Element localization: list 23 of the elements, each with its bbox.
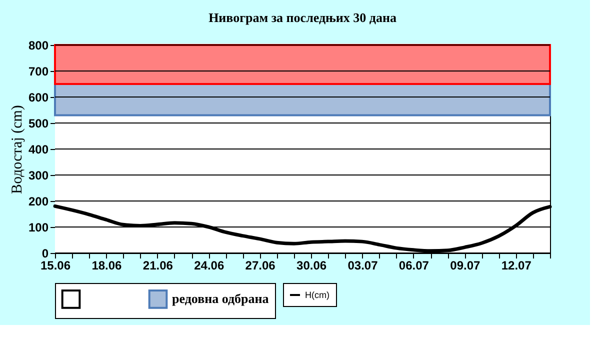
x-tick-label: 06.07 — [398, 258, 430, 272]
legend-label: редовна одбрана — [172, 291, 270, 306]
y-tick-label: 400 — [28, 142, 49, 156]
y-axis-title: Водостај (cm) — [9, 105, 26, 194]
x-tick-label: 24.06 — [194, 258, 224, 272]
y-tick-label: 800 — [28, 38, 49, 52]
y-tick-label: 0 — [42, 246, 49, 260]
x-tick-label: 12.07 — [501, 258, 532, 272]
legend-label: H(cm) — [305, 290, 330, 300]
x-tick-label: 15.06 — [40, 258, 71, 272]
x-tick-label: 03.07 — [348, 258, 378, 272]
x-tick-label: 27.06 — [245, 258, 276, 272]
x-tick-label: 30.06 — [296, 258, 327, 272]
y-tick-label: 100 — [28, 220, 49, 234]
y-tick-label: 300 — [28, 168, 49, 182]
x-tick-label: 18.06 — [92, 258, 122, 272]
chart-title: Нивограм за последњих 30 дана — [208, 10, 397, 25]
y-tick-label: 700 — [28, 64, 49, 78]
x-tick-label: 21.06 — [142, 258, 174, 272]
y-tick-label: 600 — [28, 90, 49, 104]
y-tick-label: 200 — [28, 194, 49, 208]
y-tick-label: 500 — [28, 116, 49, 130]
x-tick-label: 09.07 — [450, 258, 480, 272]
